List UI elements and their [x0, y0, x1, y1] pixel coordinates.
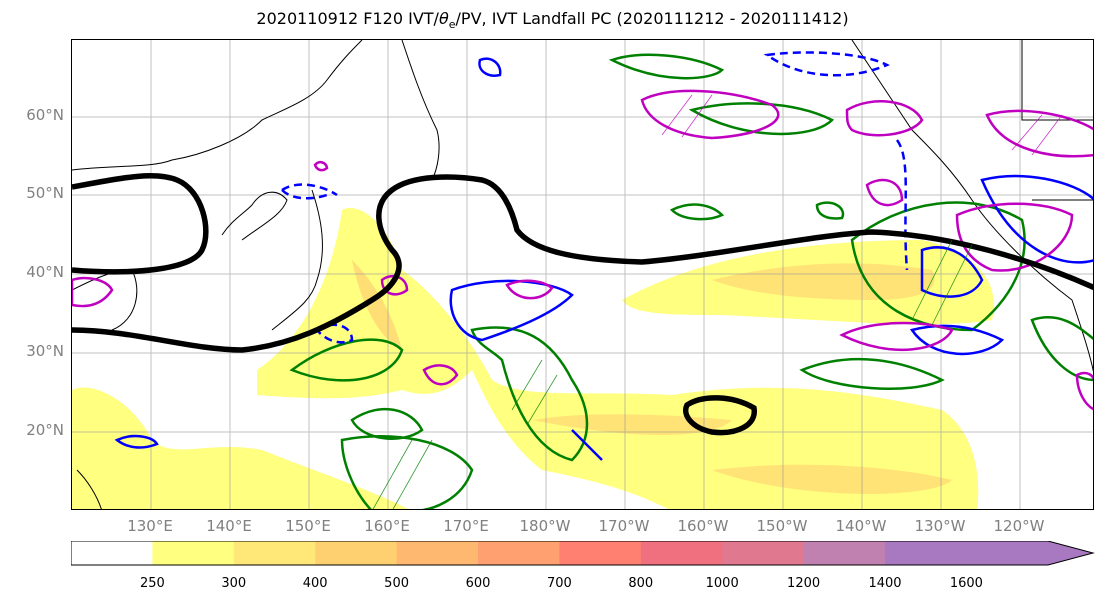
- lon-label-160w: 160°W: [677, 517, 729, 535]
- colorbar-segment: [722, 541, 805, 565]
- colorbar-segment: [559, 541, 642, 565]
- colorbar-tick-label: 1000: [705, 576, 739, 591]
- colorbar-segment: [803, 541, 886, 565]
- colorbar-tick-label: 1200: [787, 576, 821, 591]
- colorbar-tick-label: 400: [302, 576, 328, 591]
- magenta-hatching: [661, 94, 1063, 156]
- colorbar-segment: [478, 541, 560, 565]
- lon-label-140w: 140°W: [835, 517, 887, 535]
- colorbar-segment: [885, 541, 1093, 565]
- lon-label-150w: 150°W: [756, 517, 808, 535]
- map-title: 2020110912 F120 IVT/θe/PV, IVT Landfall …: [256, 9, 849, 32]
- lat-label-50n: 50°N: [26, 184, 64, 202]
- ivt-shading: [72, 208, 994, 509]
- colorbar-segment: [640, 541, 723, 565]
- lon-label-160e: 160°E: [364, 517, 410, 535]
- colorbar-tick-label: 300: [221, 576, 247, 591]
- colorbar-tick-label: 1600: [949, 576, 983, 591]
- lon-label-180w: 180°W: [519, 517, 571, 535]
- colorbar-tick-label: 1400: [868, 576, 902, 591]
- colorbar-segment: [396, 541, 479, 565]
- gridlines: [72, 40, 1093, 509]
- lat-label-30n: 30°N: [26, 342, 64, 360]
- lon-label-150e: 150°E: [285, 517, 331, 535]
- lat-label-20n: 20°N: [26, 421, 64, 439]
- colorbar-tick-label: 800: [628, 576, 654, 591]
- colorbar-tick-label: 250: [139, 576, 165, 591]
- lon-label-130e: 130°E: [127, 517, 173, 535]
- lon-label-120w: 120°W: [993, 517, 1045, 535]
- colorbar-segment: [315, 541, 398, 565]
- lon-label-170e: 170°E: [443, 517, 489, 535]
- colorbar-segment: [152, 541, 235, 565]
- green-contours: [289, 53, 1093, 509]
- hatching: [372, 239, 973, 509]
- lat-label-60n: 60°N: [26, 106, 64, 124]
- colorbar-tick-label: 500: [384, 576, 409, 591]
- lon-label-170w: 170°W: [598, 517, 650, 535]
- colorbar-tick-label: 700: [546, 576, 572, 591]
- pv-contour: [72, 173, 1093, 436]
- blue-contours: [114, 51, 1093, 461]
- colorbar-segment: [233, 541, 316, 565]
- lat-label-40n: 40°N: [26, 263, 64, 281]
- colorbar-segment: [71, 541, 153, 565]
- lon-label-130w: 130°W: [914, 517, 966, 535]
- colorbar: [71, 541, 1095, 566]
- map-panel[interactable]: [71, 39, 1094, 510]
- colorbar-tick-label: 600: [465, 576, 491, 591]
- lon-label-140e: 140°E: [206, 517, 252, 535]
